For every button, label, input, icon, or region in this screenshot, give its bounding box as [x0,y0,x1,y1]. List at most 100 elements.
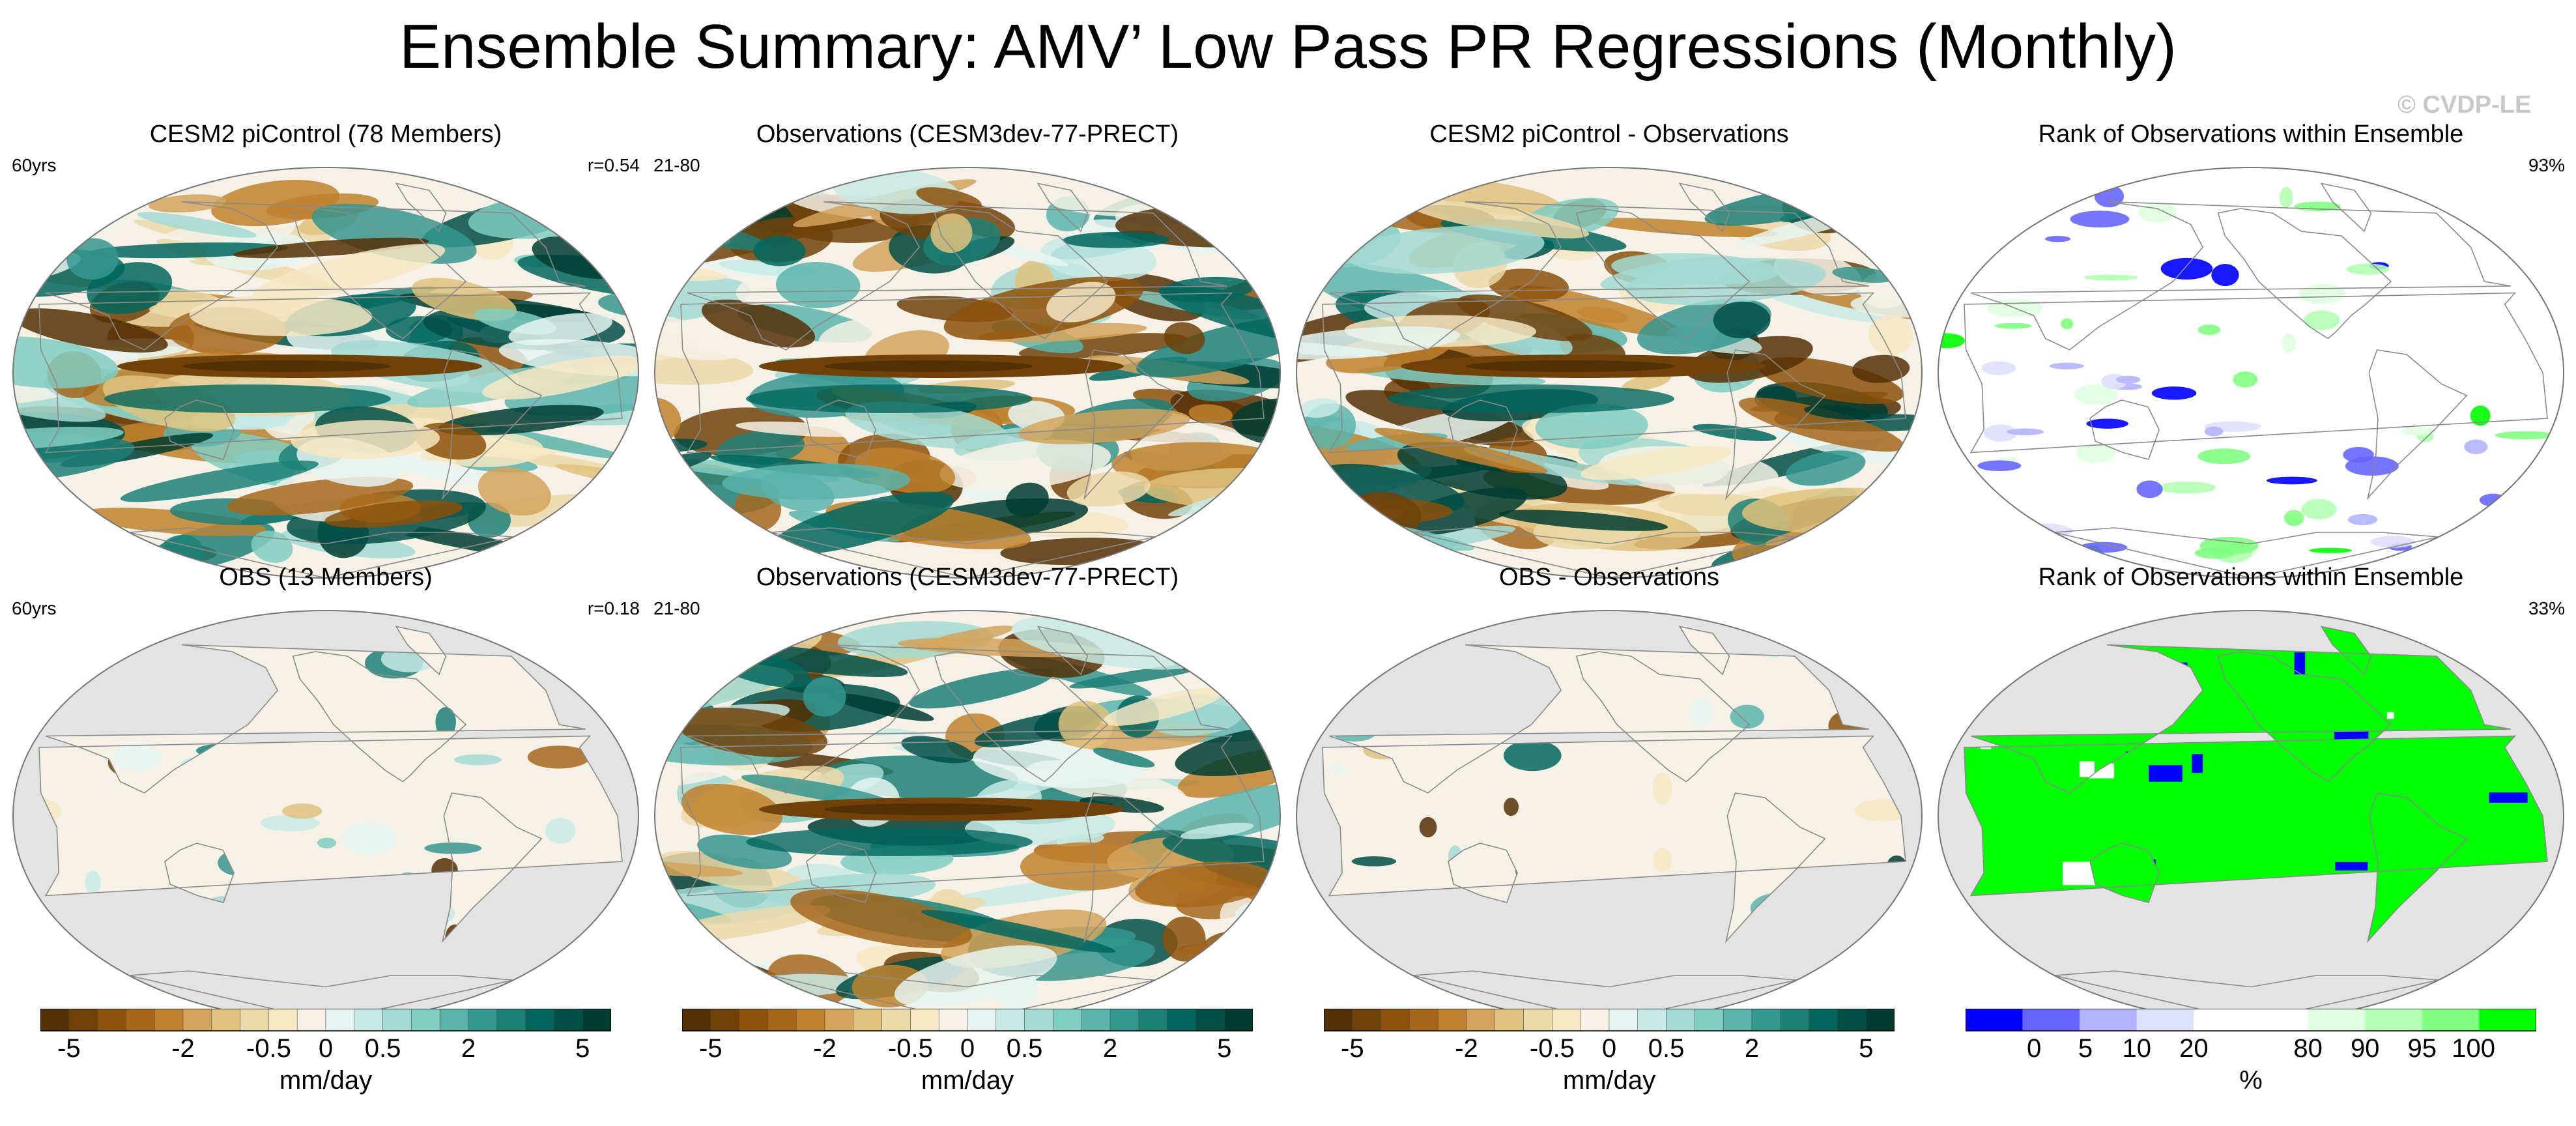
colorbar-box [1167,1009,1196,1032]
colorbar-box [211,1009,240,1032]
colorbar-box [1552,1009,1581,1032]
map-7 [1938,610,2564,1022]
panel-title: Rank of Observations within Ensemble [2038,121,2464,148]
colorbar-box [1966,1009,2023,1031]
colorbar-box [1224,1009,1253,1032]
colorbar-box [824,1009,854,1032]
colorbar-box [240,1009,269,1032]
colorbar-box [525,1009,554,1032]
panel-title: Rank of Observations within Ensemble [2038,564,2464,591]
colorbar-box [1580,1009,1610,1032]
colorbar-box [1437,1009,1467,1032]
colorbar-label: mm/day [921,1066,1014,1095]
colorbar-tick-label: 0 [960,1034,975,1063]
map-panel-obs-difference: OBS - Observations [1290,562,1928,1031]
colorbar-box [1523,1009,1553,1032]
colorbar-tick-label: -2 [1455,1034,1478,1063]
colorbar-box [411,1009,440,1032]
colorbar-tick-label: -5 [699,1034,723,1063]
colorbar-box [795,1009,825,1032]
colorbar-box [354,1009,383,1032]
panel-rank-percent: 33% [2528,598,2565,618]
colorbar-box [1409,1009,1438,1032]
colorbar-box [1324,1009,1353,1032]
colorbar-svg: -5 -2 -0.5 0 0.5 2 5 [40,1009,611,1063]
map-panel-observations: Observations (CESM3dev-77-PRECT) 21-80 [648,562,1287,1031]
colorbar-tick-label: 20 [2179,1034,2209,1063]
colorbar-box [2308,1009,2366,1031]
colorbar-tick-label: 0.5 [1007,1034,1043,1063]
colorbar-box [382,1009,412,1032]
colorbar-box [938,1009,968,1032]
colorbar-tick-label: 95 [2408,1034,2437,1063]
panel-title: OBS (13 Members) [219,564,433,591]
colorbar-box [1695,1009,1724,1032]
colorbar-box [2194,1009,2251,1031]
colorbar-tick-label: 2 [461,1034,476,1063]
colorbar-box [682,1009,711,1032]
panel-title: Observations (CESM3dev-77-PRECT) [756,121,1179,148]
colorbar-box [1865,1009,1895,1032]
colorbar-tick-label: -0.5 [888,1034,933,1063]
colorbar-box [995,1009,1025,1032]
colorbar-tick-label: 5 [2078,1034,2093,1063]
colorbar-tick-label: 5 [1217,1034,1231,1063]
colorbar-tick-label: -5 [1341,1034,1364,1063]
colorbar-box [1780,1009,1809,1032]
colorbar-label: mm/day [279,1066,373,1095]
colorbar-tick-label: 0.5 [365,1034,401,1063]
colorbar-box [1081,1009,1111,1032]
colorbar-box [496,1009,526,1032]
colorbar-tick-label: 0 [1602,1034,1616,1063]
colorbar-label: mm/day [1562,1066,1656,1095]
colorbar-rank: 0 5 10 20 80 90 95 100 % [1966,1009,2536,1126]
colorbar-box [182,1009,212,1032]
colorbar-tick-label: 100 [2452,1034,2495,1063]
colorbar-box [2080,1009,2137,1031]
colorbar-box [554,1009,583,1032]
colorbar-precip: -5 -2 -0.5 0 0.5 2 5 mm/day [682,1009,1253,1126]
colorbar-box [68,1009,98,1032]
map-1 [654,167,1281,579]
colorbar-label: % [2239,1066,2263,1095]
colorbar-tick-label: 80 [2293,1034,2323,1063]
colorbar-box [2136,1009,2194,1031]
colorbar-box [582,1009,611,1032]
panel-title: Observations (CESM3dev-77-PRECT) [756,564,1179,591]
colorbar-tick-label: 0 [319,1034,333,1063]
colorbar-tick-label: -5 [57,1034,81,1063]
colorbar-box [439,1009,469,1032]
colorbar-box [1666,1009,1695,1032]
colorbar-tick-label: 0 [2027,1034,2041,1063]
map-0 [12,167,639,579]
colorbar-box [2479,1009,2536,1031]
colorbar-svg: -5 -2 -0.5 0 0.5 2 5 [682,1009,1253,1063]
colorbar-box [1024,1009,1053,1032]
colorbar-box [325,1009,355,1032]
colorbar-box [1723,1009,1753,1032]
panel-title: CESM2 piControl - Observations [1429,121,1789,148]
colorbar-box [1466,1009,1496,1032]
map-3 [1938,167,2564,579]
panel-period: 60yrs [12,598,57,618]
page-title: Ensemble Summary: AMV’ Low Pass PR Regre… [399,12,2177,81]
colorbar-tick-label: 90 [2351,1034,2380,1063]
map-panel-rank: Rank of Observations within Ensemble 93% [1932,119,2570,588]
colorbar-box [739,1009,768,1032]
map-5 [654,610,1281,1022]
colorbar-box [1751,1009,1781,1032]
panel-period: 21-80 [653,598,700,618]
map-panel-rank-obs: Rank of Observations within Ensemble 33% [1932,562,2570,1031]
colorbar-precip: -5 -2 -0.5 0 0.5 2 5 mm/day [40,1009,611,1126]
colorbar-box [296,1009,326,1032]
colorbar-box [40,1009,70,1032]
colorbar-box [2251,1009,2308,1031]
colorbar-box [881,1009,911,1032]
colorbar-box [910,1009,939,1032]
panel-title: CESM2 piControl (78 Members) [149,121,502,148]
colorbar-box [1609,1009,1639,1032]
panel-title: OBS - Observations [1499,564,1719,591]
map-panel-observations: Observations (CESM3dev-77-PRECT) 21-80 [648,119,1287,588]
colorbar-box [1837,1009,1867,1032]
colorbar-box [97,1009,126,1032]
